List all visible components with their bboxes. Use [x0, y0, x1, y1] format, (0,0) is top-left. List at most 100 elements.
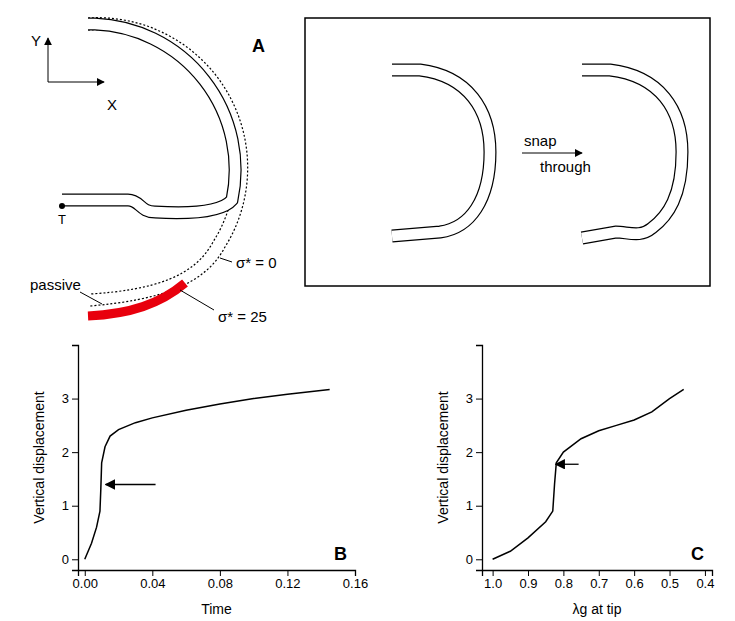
x-tick: 0.04 [140, 570, 165, 591]
x-tick-mark [670, 570, 671, 576]
x-tick: 0.7 [590, 570, 608, 591]
sigma-0-outer [88, 18, 248, 306]
y-tick-label: 3 [466, 391, 473, 406]
x-arrow [48, 82, 104, 83]
y-tick: 3 [466, 391, 482, 406]
leader [180, 290, 214, 310]
x-axis-title: λg at tip [572, 601, 621, 617]
y-tick: 3 [62, 391, 78, 406]
y-axis-title: Vertical displacement [435, 391, 451, 523]
x-tick-label: 1.0 [484, 576, 502, 591]
y-tick-label: 3 [62, 391, 69, 406]
annotation-arrow [556, 464, 579, 465]
y-axis: 0 1 2 3 [62, 346, 79, 571]
axis-letter: Y [31, 32, 41, 49]
panel-a: YXTpassiveσ* = 0σ* = 25Asnapthrough [30, 18, 710, 325]
sigma-0-inner [88, 30, 235, 294]
x-tick-mark [493, 570, 494, 576]
x-tick-mark [85, 570, 86, 576]
y-tick-label: 2 [62, 445, 69, 460]
x-tick-label: 0.9 [519, 576, 537, 591]
y-tick: 0 [466, 552, 482, 567]
x-tick-mark [152, 570, 153, 576]
x-tick-mark [705, 570, 706, 576]
beam-outline [62, 24, 235, 213]
shape-after-outline [582, 70, 682, 238]
passive-label: passive [30, 276, 81, 293]
tip-dot [59, 203, 65, 209]
figure: YXTpassiveσ* = 0σ* = 25Asnapthrough0.000… [0, 0, 735, 621]
y-tick: 2 [466, 445, 482, 460]
x-tick: 0.6 [626, 570, 644, 591]
y-tick: 1 [466, 498, 482, 513]
x-tick-mark [599, 570, 600, 576]
x-axis: 1.0 0.9 0.8 0.7 0.6 0.5 0.4 [483, 570, 715, 591]
shape-before-fill [392, 70, 490, 236]
x-tick-mark [528, 570, 529, 576]
y-tick-label: 0 [466, 552, 473, 567]
x-tick-mark [355, 570, 356, 576]
x-axis: 0.00 0.04 0.08 0.12 0.16 [73, 570, 369, 591]
chart-panel: 1.0 0.9 0.8 0.7 0.6 0.5 0.4 0 1 2 3 λg at tip Vertic… [435, 346, 714, 618]
y-tick-label: 2 [466, 445, 473, 460]
x-tick-mark [220, 570, 221, 576]
y-tick: 0 [62, 552, 78, 567]
y-tick-mark [72, 506, 78, 507]
panel-letter: A [252, 36, 265, 56]
snap-label: snap [524, 132, 557, 149]
x-tick: 0.4 [696, 570, 714, 591]
x-tick-label: 0.6 [626, 576, 644, 591]
x-tick-mark [563, 570, 564, 576]
y-tick-mark [72, 559, 78, 560]
y-axis-line [476, 346, 483, 571]
y-tick-mark [476, 559, 482, 560]
y-tick-mark [476, 399, 482, 400]
annotation-arrow [106, 484, 156, 485]
shape-before-outline [392, 70, 490, 236]
x-tick-label: 0.12 [275, 576, 300, 591]
y-axis: 0 1 2 3 [466, 346, 483, 571]
x-tick: 0.12 [275, 570, 300, 591]
y-axis-title: Vertical displacement [31, 391, 47, 523]
plot-area [493, 389, 684, 559]
tip-label: T [58, 212, 66, 227]
beam-fill [62, 24, 235, 213]
x-axis-title: Time [201, 601, 232, 617]
axis-letter: X [107, 96, 117, 113]
x-tick-label: 0.16 [343, 576, 368, 591]
x-tick-mark [634, 570, 635, 576]
data-line [85, 389, 330, 559]
x-tick: 0.16 [343, 570, 368, 591]
leader [220, 258, 232, 262]
x-tick: 0.8 [555, 570, 573, 591]
x-tick: 0.00 [73, 570, 98, 591]
x-tick-label: 0.04 [140, 576, 165, 591]
y-tick-mark [72, 452, 78, 453]
snap-label: through [540, 158, 591, 175]
x-tick-label: 0.00 [73, 576, 98, 591]
snap-arrow [522, 153, 582, 154]
data-line [493, 389, 684, 559]
y-axis-line [72, 346, 79, 571]
x-tick-label: 0.7 [590, 576, 608, 591]
x-tick-label: 0.8 [555, 576, 573, 591]
x-axis-line [483, 571, 713, 577]
leader [80, 292, 102, 304]
x-tick: 1.0 [484, 570, 502, 591]
inset-box [305, 18, 710, 286]
y-tick: 1 [62, 498, 78, 513]
x-tick-label: 0.5 [661, 576, 679, 591]
chart-panel: 0.00 0.04 0.08 0.12 0.16 0 1 2 3 Time Vertical dis… [31, 346, 368, 618]
y-tick-label: 1 [62, 498, 69, 513]
y-tick-mark [476, 506, 482, 507]
sigma-25-arc [88, 283, 185, 316]
x-tick-label: 0.08 [208, 576, 233, 591]
shape-after-fill [582, 70, 682, 238]
x-axis-line [79, 571, 356, 577]
y-arrow [48, 38, 49, 82]
panel-letter: B [334, 544, 347, 564]
sigma-label: σ* = 25 [218, 308, 267, 325]
x-tick: 0.9 [519, 570, 537, 591]
y-tick-mark [476, 452, 482, 453]
y-tick-label: 1 [466, 498, 473, 513]
